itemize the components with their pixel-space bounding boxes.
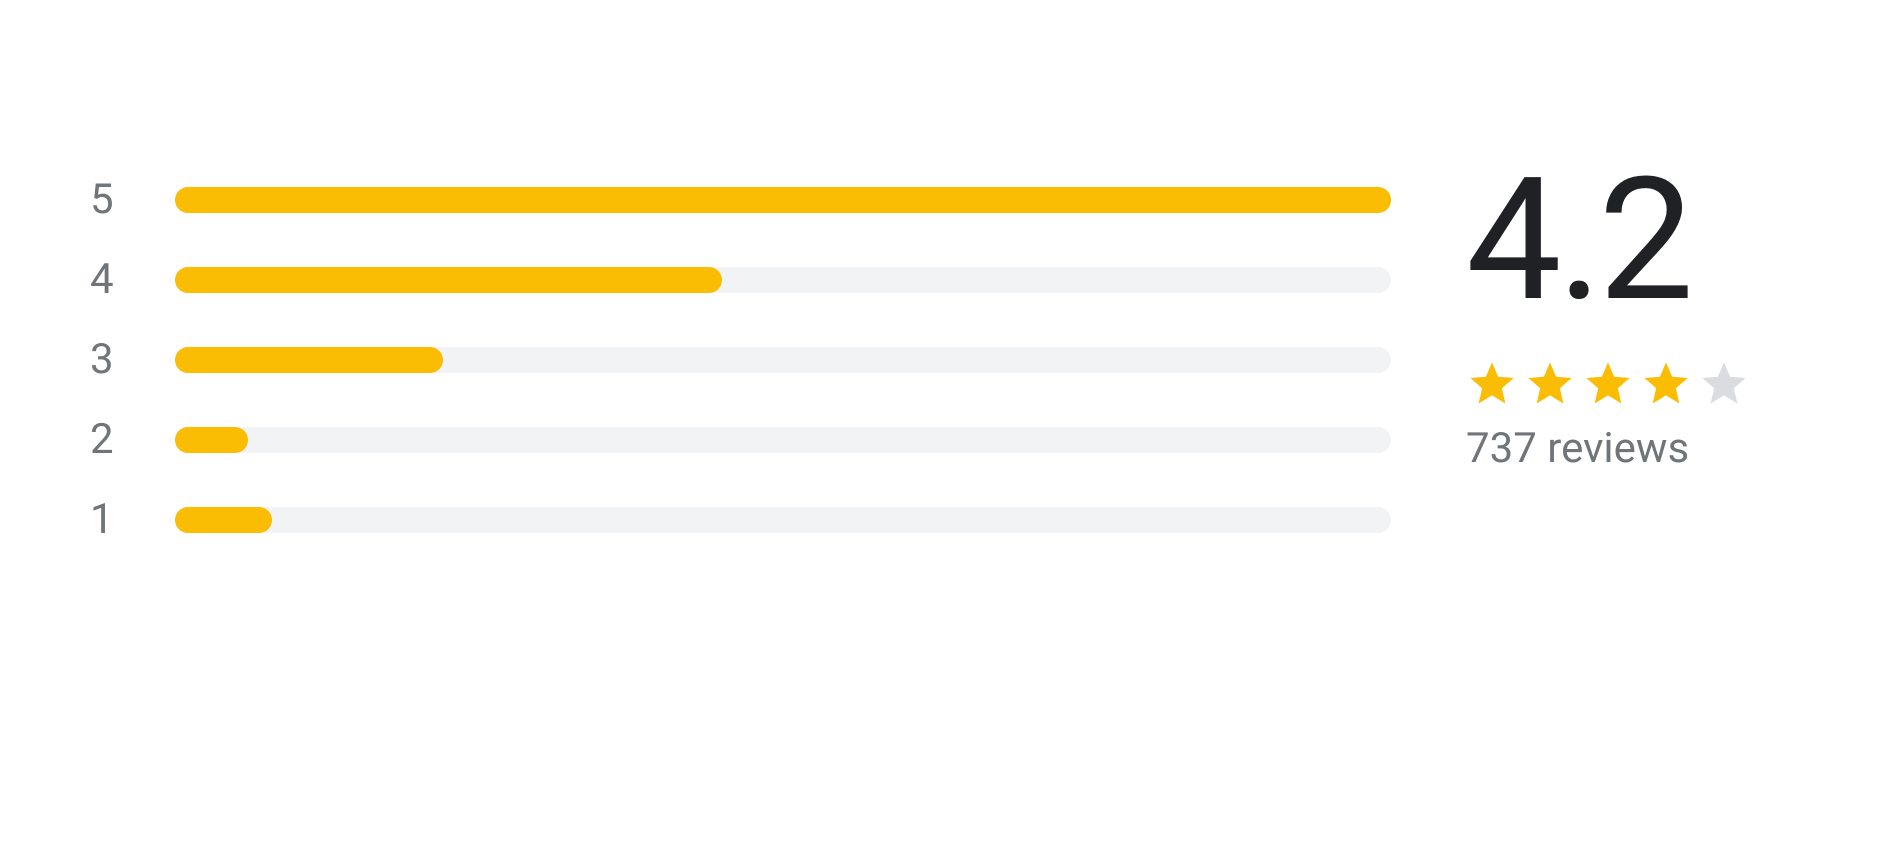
average-score: 4.2 [1466, 160, 1690, 322]
histogram-bar-fill [175, 267, 722, 293]
histogram-bar-fill [175, 187, 1391, 213]
star-filled-icon [1582, 358, 1634, 410]
star-filled-icon [1524, 358, 1576, 410]
histogram-row: 1 [90, 480, 1391, 560]
rating-summary: 5 4 3 2 1 4.2 737 reviews [0, 0, 1891, 868]
histogram-row: 4 [90, 240, 1391, 320]
histogram-bar-fill [175, 427, 248, 453]
histogram-row-label: 2 [90, 419, 175, 461]
histogram-bar-track [175, 187, 1391, 213]
histogram-bar-fill [175, 507, 272, 533]
star-rating [1466, 358, 1756, 410]
histogram-bar-track [175, 507, 1391, 533]
histogram-bar-fill [175, 347, 443, 373]
histogram-row-label: 5 [90, 179, 175, 221]
rating-histogram: 5 4 3 2 1 [90, 160, 1391, 560]
histogram-row-label: 4 [90, 259, 175, 301]
star-filled-icon [1466, 358, 1518, 410]
histogram-row: 5 [90, 160, 1391, 240]
histogram-row: 3 [90, 320, 1391, 400]
rating-summary-panel: 4.2 737 reviews [1391, 160, 1801, 473]
star-empty-icon [1698, 358, 1750, 410]
reviews-count: 737 reviews [1466, 424, 1689, 473]
histogram-row-label: 3 [90, 339, 175, 381]
histogram-bar-track [175, 427, 1391, 453]
histogram-row: 2 [90, 400, 1391, 480]
histogram-bar-track [175, 267, 1391, 293]
star-filled-icon [1640, 358, 1692, 410]
histogram-bar-track [175, 347, 1391, 373]
histogram-row-label: 1 [90, 499, 175, 541]
